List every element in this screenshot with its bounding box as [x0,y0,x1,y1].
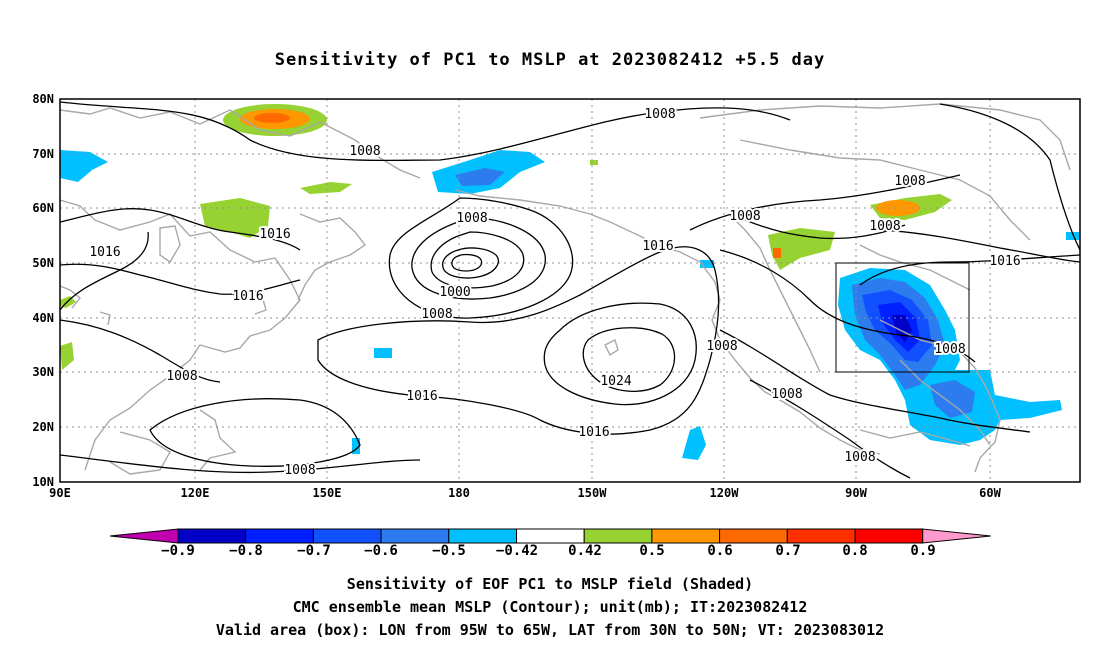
lat-label-40n: 40N [32,311,54,325]
colorbar-label: −0.5 [432,543,466,559]
contour-label: 1008 [729,209,760,224]
caption-shaded: Sensitivity of EOF PC1 to MSLP field (Sh… [346,575,754,593]
colorbar-cell [312,528,382,544]
colorbar-label: −0.6 [364,543,398,559]
positive-sensitivity-shading [60,104,952,370]
lon-label-150e: 150E [312,486,342,500]
colorbar-label: 0.7 [775,543,801,559]
colorbar-cell [380,528,450,544]
lat-label-30n: 30N [32,365,54,379]
mslp-contours [60,101,1080,479]
caption-valid-area: Valid area (box): LON from 95W to 65W, L… [215,621,885,639]
lat-label-80n: 80N [32,92,54,106]
colorbar-cell [651,528,721,544]
negative-sensitivity-shading [60,150,1080,460]
contour-label: 1008 [894,174,925,189]
map-frame [59,98,1081,483]
contour-label: 1008 [844,450,875,465]
lon-label-150w: 150W [577,486,607,500]
contour-label: 1016 [989,254,1020,269]
colorbar-cell [719,528,788,544]
colorbar-cell [922,528,991,544]
colorbar-label: 0.42 [568,543,602,559]
contour-label: 1016 [232,289,263,304]
lat-label-70n: 70N [32,147,54,161]
colorbar-label: 0.6 [707,543,733,559]
colorbar-label: 0.8 [842,543,868,559]
colorbar-label: −0.42 [495,543,539,559]
contour-label: 1016 [578,425,609,440]
lat-label-50n: 50N [32,256,54,270]
colorbar-label: −0.8 [229,543,263,559]
contour-label: 1008 [869,219,900,234]
lat-label-20n: 20N [32,420,54,434]
lon-label-60w: 60W [979,486,1001,500]
colorbar-cell [109,528,179,544]
lon-label-90e: 90E [49,486,71,500]
valid-area-box [835,262,970,373]
colorbar-cell [854,528,924,544]
contour-label: 1016 [259,227,290,242]
contour-label: 1000 [439,285,470,300]
lat-label-10n: 10N [32,475,54,489]
contour-label: 1016 [406,389,437,404]
contour-label: 1008 [166,369,197,384]
colorbar-label: 0.5 [639,543,665,559]
colorbar-label: −0.9 [161,543,195,559]
colorbar-label: 0.9 [910,543,936,559]
contour-label: 1016 [642,239,673,254]
contour-label: 1008 [771,387,802,402]
lon-label-180: 180 [448,486,470,500]
contour-label: 1008 [421,307,452,322]
contour-label: 1008 [456,211,487,226]
lat-lon-grid [60,99,1080,482]
lon-label-90w: 90W [845,486,867,500]
lon-label-120e: 120E [180,486,210,500]
contour-label: 1024 [600,374,631,389]
colorbar-cell [448,528,517,544]
contour-label: 1008 [934,342,965,357]
colorbar-cell [583,528,653,544]
contour-label: 1008 [284,463,315,478]
colorbar-label: −0.7 [297,543,331,559]
colorbar-cell [177,528,247,544]
contour-label: 1016 [89,245,120,260]
contour-labels: 1008 1008 1008 1008 1008 1016 1016 1016 … [87,105,1022,480]
map-title: Sensitivity of PC1 to MSLP at 2023082412… [274,50,826,70]
colorbar-cell [516,528,585,544]
contour-label: 1008 [706,339,737,354]
caption-contour: CMC ensemble mean MSLP (Contour); unit(m… [292,598,808,616]
contour-label: 1008 [349,144,380,159]
colorbar-cells [109,528,991,544]
colorbar-cell [786,528,856,544]
lon-label-120w: 120W [709,486,739,500]
lat-label-60n: 60N [32,201,54,215]
colorbar-cell [245,528,314,544]
contour-label: 1008 [644,107,675,122]
